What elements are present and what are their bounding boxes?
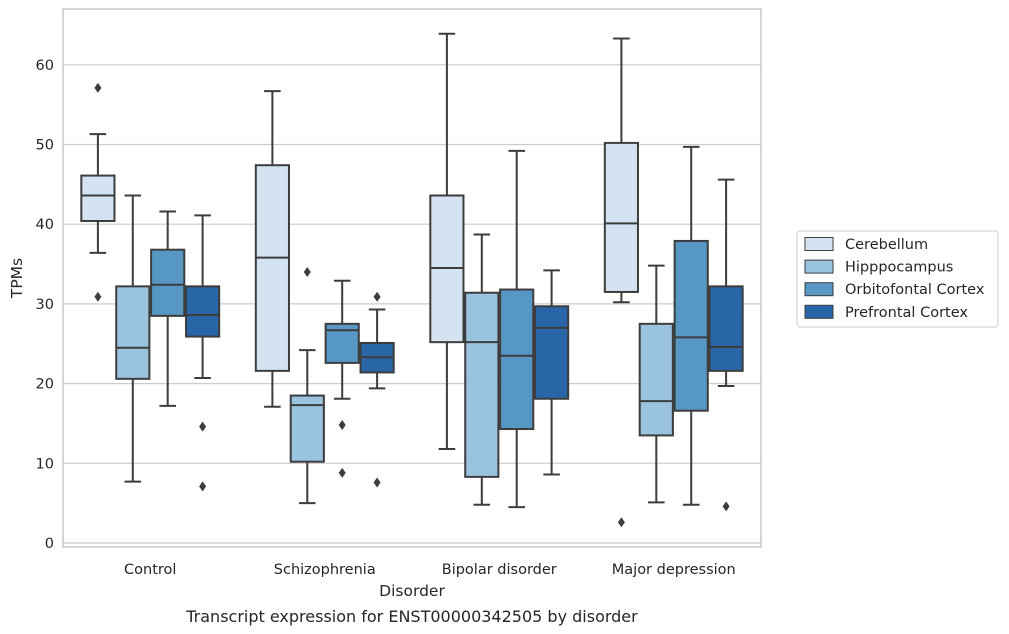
outlier-point xyxy=(199,421,207,432)
box xyxy=(708,285,744,372)
box-group xyxy=(673,145,709,506)
legend-swatch xyxy=(804,282,834,297)
box-group xyxy=(603,37,639,528)
x-axis-ticks: Control Schizophrenia Bipolar disorder Majo… xyxy=(124,562,736,578)
box-group xyxy=(534,269,570,476)
box-group xyxy=(359,291,395,488)
outlier-point xyxy=(373,291,381,302)
outlier-point xyxy=(94,291,102,302)
legend-label: Hipppocampus xyxy=(845,260,953,276)
box xyxy=(673,239,709,412)
legend-label: Prefrontal Cortex xyxy=(845,305,968,321)
box-group xyxy=(150,210,186,407)
box xyxy=(115,285,151,380)
box-plot-area xyxy=(80,32,744,528)
outlier-point xyxy=(199,481,207,492)
y-tick-label: 30 xyxy=(36,297,54,313)
box-group xyxy=(185,214,221,492)
legend-swatch xyxy=(804,304,834,319)
y-tick-label: 50 xyxy=(36,137,54,153)
legend-label: Orbitofontal Cortex xyxy=(845,282,985,298)
box xyxy=(534,305,570,400)
y-tick-label: 40 xyxy=(36,217,54,233)
box-group xyxy=(429,32,465,450)
box-group xyxy=(499,149,535,509)
box xyxy=(185,285,221,338)
box xyxy=(603,141,639,293)
box xyxy=(80,174,116,223)
box xyxy=(289,394,325,463)
y-axis-label: TPMs xyxy=(8,258,26,299)
x-tick-label: Control xyxy=(124,562,176,578)
legend-box xyxy=(796,230,999,328)
box xyxy=(638,322,674,437)
box-group xyxy=(324,279,360,478)
x-tick-label: Schizophrenia xyxy=(274,562,376,578)
plot-frame xyxy=(62,8,762,548)
outlier-point xyxy=(338,467,346,478)
x-tick-label: Major depression xyxy=(612,562,736,578)
outlier-point xyxy=(373,477,381,488)
outlier-point xyxy=(617,517,625,528)
box-group xyxy=(254,90,290,408)
legend: Cerebellum Hipppocampus Orbitofontal Corte… xyxy=(796,230,999,328)
y-tick-label: 10 xyxy=(36,456,54,472)
chart-caption: Transcript expression for ENST0000034250… xyxy=(185,607,638,626)
y-axis-ticks: 0 10 20 30 40 50 60 xyxy=(36,58,54,552)
outlier-point xyxy=(94,82,102,93)
box xyxy=(150,248,186,317)
legend-swatch xyxy=(804,237,834,251)
box xyxy=(499,288,535,431)
legend-swatch xyxy=(804,259,834,274)
x-axis-label: Disorder xyxy=(379,582,445,600)
box xyxy=(254,164,290,372)
outlier-point xyxy=(722,501,730,512)
legend-label: Cerebellum xyxy=(845,237,928,253)
y-tick-label: 60 xyxy=(36,58,54,74)
y-tick-label: 20 xyxy=(36,377,54,393)
box xyxy=(464,291,500,478)
outlier-point xyxy=(338,420,346,431)
box-group xyxy=(80,82,116,302)
box-group xyxy=(115,194,151,483)
outlier-point xyxy=(303,267,311,278)
x-tick-label: Bipolar disorder xyxy=(442,562,557,578)
box-group xyxy=(289,267,325,505)
box-group xyxy=(638,264,674,504)
box-group xyxy=(464,233,500,506)
y-tick-label: 0 xyxy=(45,536,54,552)
box-group xyxy=(708,178,744,512)
